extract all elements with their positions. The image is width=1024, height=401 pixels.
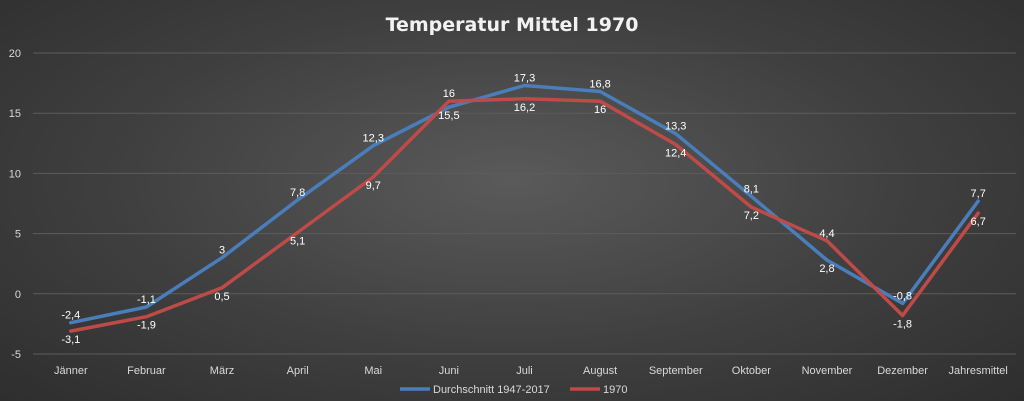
data-label: 9,7 <box>366 180 381 192</box>
x-tick-label: Juli <box>516 365 533 377</box>
data-label: 12,4 <box>665 148 686 160</box>
data-label: 5,1 <box>290 235 305 247</box>
data-label: 17,3 <box>514 73 535 85</box>
legend-label: 1970 <box>603 384 627 396</box>
x-tick-label: November <box>802 365 853 377</box>
data-point <box>371 144 375 148</box>
chart-title: Temperatur Mittel 1970 <box>386 14 639 36</box>
data-point <box>674 143 678 147</box>
data-label: 4,4 <box>819 228 834 240</box>
data-label: 3 <box>219 245 225 257</box>
x-tick-label: Oktober <box>732 365 771 377</box>
data-label: 13,3 <box>665 121 686 133</box>
data-point <box>371 175 375 179</box>
gridlines <box>33 52 1016 355</box>
data-labels: -2,4 -3,1 -1,1 -1,9 3 0,5 7,8 5,1 12,3 9,7 15,5 16 1… <box>61 73 986 347</box>
data-label: -1,9 <box>137 320 156 332</box>
legend: Durchschnitt 1947-2017 1970 <box>400 384 627 396</box>
series-group <box>69 83 980 333</box>
x-tick-label: Februar <box>127 365 166 377</box>
data-label: 7,2 <box>744 210 759 222</box>
data-point <box>220 256 224 260</box>
x-tick-label: Jahresmittel <box>949 365 1008 377</box>
data-point <box>825 258 829 262</box>
x-axis: Jänner Februar März April Mai Juni Juli August S… <box>54 365 1008 377</box>
data-point <box>447 105 451 109</box>
x-tick-label: Juni <box>439 365 459 377</box>
data-label: -3,1 <box>61 334 80 346</box>
data-point <box>976 199 980 203</box>
data-label: -0,8 <box>893 290 912 302</box>
data-point <box>674 132 678 136</box>
x-tick-label: Jänner <box>54 365 88 377</box>
y-tick-label: 15 <box>9 108 21 120</box>
data-label: 7,8 <box>290 187 305 199</box>
data-point <box>447 99 451 103</box>
data-point <box>144 305 148 309</box>
y-tick-label: 0 <box>15 289 21 301</box>
y-axis: -5 0 5 10 15 20 <box>9 48 21 361</box>
data-point <box>523 84 526 88</box>
data-label: 16 <box>594 104 606 116</box>
data-point <box>598 99 602 103</box>
data-label: 7,7 <box>971 188 986 200</box>
x-tick-label: August <box>583 365 617 377</box>
data-point <box>901 313 905 317</box>
data-point <box>825 239 829 243</box>
data-label: -1,1 <box>137 294 156 306</box>
data-label: 8,1 <box>744 183 759 195</box>
data-point <box>296 230 300 234</box>
y-tick-label: 5 <box>15 229 21 241</box>
data-point <box>749 205 753 209</box>
data-label: 2,8 <box>819 263 834 275</box>
data-label: -2,4 <box>61 310 80 322</box>
data-point <box>523 97 526 101</box>
y-tick-label: -5 <box>11 349 21 361</box>
data-point <box>69 329 73 333</box>
x-tick-label: April <box>287 365 309 377</box>
data-point <box>69 321 73 325</box>
data-label: 6,7 <box>971 216 986 228</box>
data-label: 12,3 <box>363 133 384 145</box>
data-label: 15,5 <box>438 110 459 122</box>
data-label: 16,2 <box>514 102 535 114</box>
data-point <box>220 286 224 290</box>
legend-label: Durchschnitt 1947-2017 <box>433 384 550 396</box>
series-line-1 <box>69 83 980 325</box>
data-point <box>976 211 980 215</box>
data-point <box>598 90 602 94</box>
data-label: -1,8 <box>893 318 912 330</box>
data-point <box>296 198 300 202</box>
x-tick-label: Dezember <box>877 365 928 377</box>
data-label: 0,5 <box>214 291 229 303</box>
x-tick-label: Mai <box>364 365 382 377</box>
data-label: 16,8 <box>589 79 610 91</box>
y-tick-label: 20 <box>9 48 21 60</box>
series-line-2 <box>69 97 980 333</box>
y-tick-label: 10 <box>9 168 21 180</box>
data-point <box>749 194 753 198</box>
data-point <box>144 315 148 319</box>
x-tick-label: März <box>210 365 234 377</box>
x-tick-label: September <box>649 365 703 377</box>
data-label: 16 <box>443 88 455 100</box>
data-point <box>901 301 905 305</box>
